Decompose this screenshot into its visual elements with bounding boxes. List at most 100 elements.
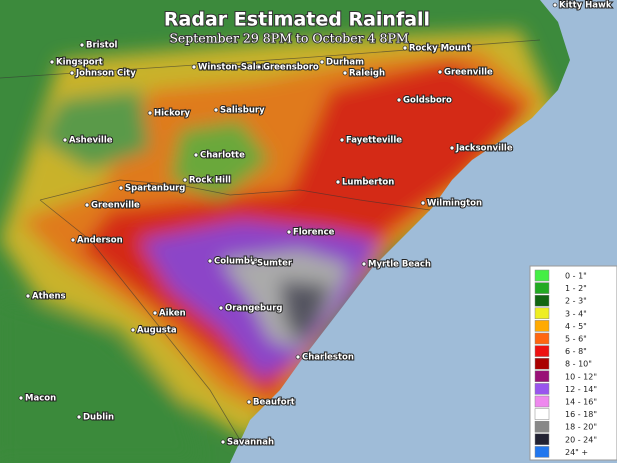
legend-swatch (534, 420, 550, 433)
city-label: Asheville (69, 136, 113, 146)
city-dot (69, 70, 75, 76)
city-label: Rock Hill (189, 176, 231, 186)
rainfall-shading (0, 30, 560, 463)
city-label: Dublin (83, 413, 114, 423)
city-label: Orangeburg (225, 304, 282, 314)
city-dot (79, 42, 85, 48)
city-label: Durham (326, 58, 364, 68)
city-label: Raleigh (349, 69, 385, 79)
city-label: Spartanburg (125, 184, 185, 194)
city-dot (339, 137, 345, 143)
city-label: Macon (25, 394, 56, 404)
legend-swatch (534, 269, 550, 282)
city-label: Anderson (77, 236, 123, 246)
city-dot (246, 399, 252, 405)
city-dot (335, 179, 341, 185)
ocean (230, 0, 617, 463)
legend-swatch (534, 282, 550, 294)
city-label: Salisbury (220, 106, 265, 116)
legend-swatch (534, 294, 550, 307)
legend-label: 3 - 4" (565, 309, 587, 318)
city-label: Sumter (257, 259, 293, 269)
city-dot (286, 229, 292, 235)
city-dot (437, 69, 443, 75)
legend-label: 10 - 12" (565, 372, 597, 381)
legend-swatch (534, 332, 550, 345)
city-dot (147, 110, 153, 116)
legend-swatch (534, 320, 550, 332)
legend-swatch (534, 395, 550, 408)
city-dot (250, 260, 256, 266)
city-dot (218, 305, 224, 311)
city-label: Greensboro (263, 63, 319, 73)
city-dot (25, 293, 31, 299)
legend-swatch (534, 357, 550, 370)
legend-label: 0 - 1" (565, 272, 587, 281)
city-dot (118, 185, 124, 191)
city-label: Columbia (214, 257, 259, 267)
city-label: Wilmington (427, 199, 482, 209)
legend-label: 8 - 10" (565, 360, 592, 369)
subtitle: September 29 8PM to October 4 8PM (169, 31, 409, 46)
city-dot (70, 237, 76, 243)
city-dot (449, 145, 455, 151)
city-label: Fayetteville (346, 136, 402, 146)
city-label: Lumberton (342, 178, 394, 188)
legend-swatch (534, 345, 550, 357)
city-dot (319, 59, 325, 65)
legend-label: 14 - 16" (565, 398, 597, 407)
city-label: Johnson City (75, 69, 136, 79)
city-label: Aiken (159, 309, 186, 319)
city-label: Kitty Hawk (559, 1, 612, 11)
city-label: Greenville (91, 201, 140, 211)
title: Radar Estimated Rainfall (164, 9, 430, 31)
city-label: Myrtle Beach (368, 260, 431, 270)
legend-swatch (534, 446, 550, 458)
legend-label: 24" + (565, 448, 588, 457)
city-dot (193, 152, 199, 158)
city-dot (182, 177, 188, 183)
legend-label: 18 - 20" (565, 423, 597, 432)
legend-swatch (534, 408, 550, 420)
legend-swatch (534, 370, 550, 383)
city-label: Goldsboro (403, 96, 452, 106)
city-dot (342, 70, 348, 76)
city-label: Hickory (154, 109, 191, 119)
legend-swatch (534, 307, 550, 320)
city-dot (220, 439, 226, 445)
city-dot (552, 2, 558, 8)
legend-swatch (534, 383, 550, 395)
city-dot (62, 137, 68, 143)
city-dot (191, 64, 197, 70)
city-label: Greenville (444, 68, 493, 78)
city-label: Bristol (86, 41, 118, 51)
city-label: Athens (32, 292, 66, 302)
city-dot (420, 200, 426, 206)
city-label: Florence (293, 228, 335, 238)
city-dot (130, 327, 136, 333)
legend-label: 4 - 5" (565, 322, 587, 331)
city-label: Charleston (302, 353, 354, 363)
legend-label: 20 - 24" (565, 435, 597, 444)
city-label: Charlotte (200, 151, 245, 161)
city-label: Jacksonville (455, 144, 513, 154)
city-dot (256, 64, 262, 70)
city-dot (213, 107, 219, 113)
city-dot (152, 310, 158, 316)
legend-label: 12 - 14" (565, 385, 597, 394)
city-dot (361, 261, 367, 267)
legend-label: 2 - 3" (565, 297, 587, 306)
city-dot (49, 59, 55, 65)
legend-swatch (534, 433, 550, 446)
state-borders (0, 39, 541, 441)
city-dot (76, 414, 82, 420)
legend-label: 16 - 18" (565, 410, 597, 419)
city-label: Rocky Mount (409, 44, 471, 54)
city-dot (295, 354, 301, 360)
city-label: Savannah (227, 438, 274, 448)
legend-label: 5 - 6" (565, 335, 587, 344)
city-dot (396, 97, 402, 103)
city-dot (18, 395, 24, 401)
city-label: Augusta (137, 326, 177, 336)
legend-label: 6 - 8" (565, 347, 587, 356)
